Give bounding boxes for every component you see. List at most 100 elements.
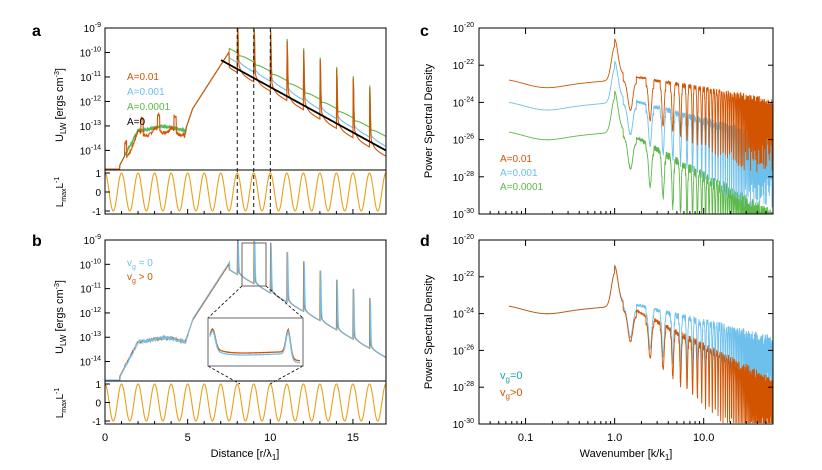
pa-yticks-label-4: 10-13	[80, 120, 101, 133]
panel-b-lower-osc	[104, 383, 387, 422]
panel-b-curves	[105, 240, 387, 381]
pd-yticks-label-0: 10-20	[453, 234, 474, 247]
pb-xticks-label-2: 10	[264, 432, 276, 444]
pa-yticks-label-1: 10-10	[80, 46, 101, 59]
pc-yticks-label-1: 10-22	[453, 59, 474, 72]
panel-letter-b: b	[32, 233, 42, 250]
pb-yticks-label-2: 10-11	[80, 283, 101, 296]
panel-letter-a: a	[32, 23, 41, 40]
panel-b-y-label: ULW [ergs cm-3]	[54, 280, 68, 354]
pa-yticks-label-5: 10-14	[80, 144, 101, 157]
zoom-connector-left	[207, 285, 243, 319]
series-c-01	[508, 38, 774, 173]
legend-a-2: A=0.0001	[127, 102, 171, 113]
panel-b-lower-frame	[104, 380, 387, 425]
panel-c-y-label: Power Spectral Density	[423, 63, 435, 178]
pb-lticks-label-2: -1	[92, 417, 101, 428]
inset-series-1	[209, 329, 301, 364]
distance-x-label: Distance [r/λ1]	[211, 448, 280, 462]
pb-yticks-label-1: 10-10	[80, 258, 101, 271]
panel-c-curves	[508, 38, 774, 214]
pc-yticks-label-2: 10-24	[453, 96, 474, 109]
series-a-0	[220, 59, 387, 152]
wavenumber-x-label: Wavenumber [k/k1]	[580, 448, 673, 462]
panel-a-lower-ticks: 1 0 -1	[92, 169, 110, 218]
panel-a-dashed-lines	[236, 28, 271, 214]
legend-a-1: A=0.001	[127, 87, 165, 98]
panel-a-lower-frame	[104, 169, 387, 215]
pb-lticks-label-0: 1	[95, 380, 101, 391]
inset-box	[207, 317, 304, 367]
pd-xticks-label-0: 0.1	[518, 432, 533, 444]
pc-yticks-label-3: 10-26	[453, 134, 474, 147]
panel-c-frame	[478, 27, 774, 215]
legend-c-2: A=0.0001	[500, 182, 544, 193]
panel-b-x-ticks: 0 5 10 15	[102, 419, 387, 444]
panel-letter-c: c	[420, 23, 429, 40]
legend-a-3: A=0	[127, 117, 146, 128]
zoom-box	[241, 242, 267, 287]
legend-d-0: vg=0	[500, 370, 523, 384]
pb-yticks-label-4: 10-13	[80, 331, 101, 344]
panel-d-y-label: Power Spectral Density	[423, 274, 435, 389]
panel-a-lower-y-label: LmaxL-1	[54, 177, 68, 208]
panel-b-lower-ticks: 1 0 -1	[92, 380, 110, 428]
pb-xticks-label-3: 15	[347, 432, 359, 444]
panel-d-x-ticks: 0.1 1.0 10.0	[489, 240, 774, 444]
legend-c-1: A=0.001	[500, 168, 538, 179]
series-a-0001	[105, 28, 387, 170]
panel-letter-d: d	[420, 233, 430, 250]
panel-d-y-ticks: 10-20 10-22 10-24 10-26 10-28 10-30	[453, 234, 773, 431]
panel-a-x-ticks	[104, 209, 387, 214]
panel-d-curves	[508, 264, 774, 424]
panel-c-y-ticks: 10-20 10-22 10-24 10-26 10-28 10-30	[453, 22, 773, 221]
legend-d-1: vg>0	[500, 387, 523, 401]
pa-lticks-label-1: 0	[95, 188, 101, 199]
panel-a-curves	[105, 28, 387, 170]
pd-yticks-label-4: 10-28	[453, 381, 474, 394]
series-a-01	[105, 28, 387, 170]
pb-yticks-label-3: 10-12	[80, 307, 101, 320]
zoom-connector-bl	[207, 365, 241, 385]
pc-yticks-label-4: 10-28	[453, 171, 474, 184]
panel-d: 10-20 10-22 10-24 10-26 10-28 10-30 0.1 1.0 10.…	[423, 234, 774, 462]
pb-yticks-label-5: 10-14	[80, 356, 101, 369]
pb-xticks-label-0: 0	[102, 432, 108, 444]
pc-yticks-label-0: 10-20	[453, 22, 474, 35]
pd-yticks-label-3: 10-26	[453, 344, 474, 357]
series-c-0001	[508, 90, 773, 214]
series-b-vg-0	[105, 240, 387, 381]
panel-c-x-ticks	[489, 28, 774, 214]
pd-xticks-label-2: 10.0	[693, 432, 714, 444]
panel-a-y-ticks: 10-9 10-10 10-11 10-12 10-13 10-14	[80, 22, 110, 157]
series-a-001	[105, 28, 387, 170]
legend-a-0: A=0.01	[127, 72, 159, 83]
inset-curves	[209, 327, 301, 364]
pa-yticks-label-3: 10-12	[80, 95, 101, 108]
legend-b-1: vg > 0	[127, 272, 153, 285]
series-d-vg-pos	[508, 264, 774, 424]
panel-a: 10-9 10-10 10-11 10-12 10-13 10-14 1 0 -1 A=0.0…	[54, 22, 387, 218]
zoom-connector-right	[265, 285, 304, 319]
panel-b-y-ticks: 10-9 10-10 10-11 10-12 10-13 10-14	[80, 234, 110, 369]
panel-c: 10-20 10-22 10-24 10-26 10-28 10-30 A=0.01 A=…	[423, 22, 774, 221]
panel-a-lower-osc	[104, 172, 387, 212]
pa-yticks-label-2: 10-11	[80, 71, 101, 84]
pb-yticks-label-0: 10-9	[84, 234, 101, 247]
panel-b-lower-y-label: LmaxL-1	[54, 388, 68, 419]
pa-osc-line	[104, 172, 387, 212]
panel-a-y-label: ULW [ergs cm-3]	[54, 68, 68, 142]
panel-a-upper-frame	[104, 27, 387, 171]
pd-yticks-label-2: 10-24	[453, 308, 474, 321]
pd-xticks-label-1: 1.0	[607, 432, 622, 444]
pb-lticks-label-1: 0	[95, 399, 101, 410]
legend-b-0: vg = 0	[127, 258, 153, 271]
pd-yticks-label-5: 10-30	[453, 418, 474, 431]
pb-osc-line	[104, 383, 387, 422]
legend-c-0: A=0.01	[500, 154, 532, 165]
pa-lticks-label-0: 1	[95, 169, 101, 180]
panel-d-frame	[478, 239, 774, 425]
pb-xticks-label-1: 5	[185, 432, 191, 444]
pa-lticks-label-2: -1	[92, 207, 101, 218]
